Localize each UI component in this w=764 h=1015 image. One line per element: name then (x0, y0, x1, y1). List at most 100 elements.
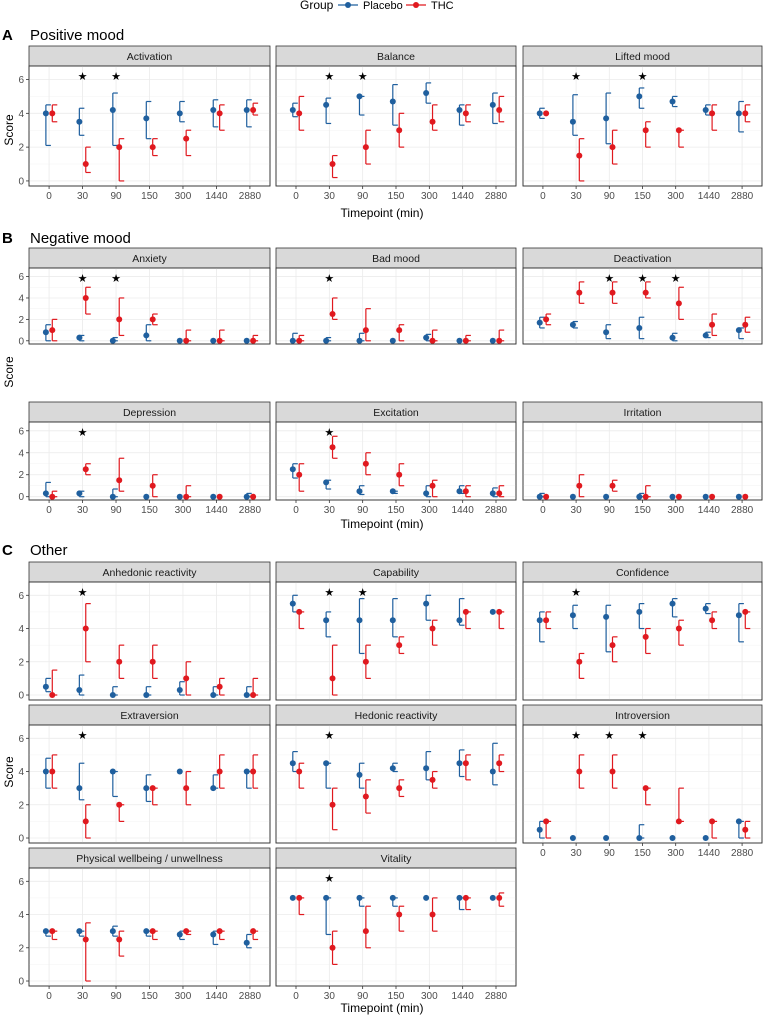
placebo-point (636, 93, 643, 100)
thc-point (362, 144, 369, 151)
y-tick-label: 0 (18, 834, 24, 845)
placebo-point (356, 894, 363, 901)
x-tick-label: 0 (540, 505, 546, 516)
thc-point (496, 760, 503, 767)
significance-star: ★ (111, 273, 121, 285)
facet-label: Depression (123, 407, 176, 419)
placebo-point (243, 768, 250, 775)
placebo-point (569, 493, 576, 500)
placebo-point (323, 760, 330, 767)
thc-point (742, 608, 749, 615)
thc-point (642, 633, 649, 640)
thc-point (576, 482, 583, 489)
placebo-point (702, 835, 709, 842)
thc-point (362, 928, 369, 935)
x-tick-label: 2880 (731, 191, 754, 202)
placebo-point (389, 488, 396, 495)
placebo-point (536, 319, 543, 326)
x-tick-label: 150 (388, 505, 405, 516)
x-tick-label: 30 (571, 505, 583, 516)
thc-point (462, 760, 469, 767)
x-tick-label: 150 (634, 505, 651, 516)
x-tick-label: 0 (46, 191, 52, 202)
placebo-point (456, 617, 463, 624)
facet-label: Physical wellbeing / unwellness (76, 853, 223, 865)
legend-thc-dot (413, 2, 419, 8)
placebo-point (356, 771, 363, 778)
y-tick-label: 4 (18, 910, 24, 921)
x-tick-label: 1440 (205, 505, 228, 516)
placebo-point (536, 617, 543, 624)
thc-point (429, 776, 436, 783)
thc-point (216, 110, 223, 117)
placebo-point (603, 493, 610, 500)
x-tick-label: 150 (141, 991, 158, 1002)
x-tick-label: 150 (634, 848, 651, 859)
thc-point (216, 683, 223, 690)
placebo-point (456, 337, 463, 344)
placebo-point (603, 115, 610, 122)
thc-point (675, 493, 682, 500)
significance-star: ★ (358, 71, 368, 83)
thc-point (576, 152, 583, 159)
thc-point (149, 482, 156, 489)
facet-label: Vitality (381, 853, 412, 865)
thc-point (543, 617, 550, 624)
placebo-point (109, 493, 116, 500)
placebo-point (702, 332, 709, 339)
x-tick-label: 0 (540, 191, 546, 202)
placebo-point (536, 493, 543, 500)
placebo-point (323, 101, 330, 108)
facet-label: Deactivation (614, 253, 672, 265)
thc-point (609, 289, 616, 296)
placebo-point (143, 785, 150, 792)
y-tick-label: 0 (18, 336, 24, 347)
placebo-point (289, 600, 296, 607)
facet-label: Extraversion (120, 710, 179, 722)
panel-border (28, 724, 271, 844)
thc-point (396, 127, 403, 134)
y-tick-label: 0 (18, 176, 24, 187)
placebo-point (536, 110, 543, 117)
panel-lifted-mood: Lifted mood 0 30 90 150 300 1440 2880 ★ ★ (522, 45, 763, 202)
x-tick-label: 300 (667, 191, 684, 202)
thc-point (250, 337, 257, 344)
thc-point (362, 327, 369, 334)
thc-point (396, 327, 403, 334)
y-tick-label: 6 (18, 426, 24, 437)
thc-point (742, 321, 749, 328)
legend-title: Group (300, 0, 334, 12)
placebo-point (669, 600, 676, 607)
thc-point (49, 493, 56, 500)
x-tick-label: 2880 (485, 191, 508, 202)
thc-point (49, 692, 56, 699)
placebo-point (735, 110, 742, 117)
x-tick-label: 2880 (731, 505, 754, 516)
placebo-point (389, 337, 396, 344)
x-tick-label: 1440 (698, 191, 721, 202)
thc-point (429, 118, 436, 125)
thc-point (642, 289, 649, 296)
thc-point (183, 785, 190, 792)
thc-point (329, 675, 336, 682)
placebo-point (636, 324, 643, 331)
thc-point (216, 768, 223, 775)
thc-point (149, 316, 156, 323)
thc-point (462, 110, 469, 117)
significance-star: ★ (358, 587, 368, 599)
panel-border (28, 581, 271, 701)
thc-point (329, 444, 336, 451)
placebo-point (76, 785, 83, 792)
x-tick-label: 2880 (239, 191, 262, 202)
thc-point (183, 337, 190, 344)
panel-border (275, 581, 517, 701)
x-tick-label: 90 (604, 848, 616, 859)
x-tick-label: 2880 (485, 991, 508, 1002)
section-b-letter: B (2, 230, 13, 247)
placebo-point (42, 490, 49, 497)
placebo-point (489, 337, 496, 344)
x-tick-label: 30 (571, 191, 583, 202)
x-tick-label: 90 (110, 991, 122, 1002)
x-tick-label: 1440 (698, 505, 721, 516)
section-a-title: Positive mood (30, 27, 124, 44)
